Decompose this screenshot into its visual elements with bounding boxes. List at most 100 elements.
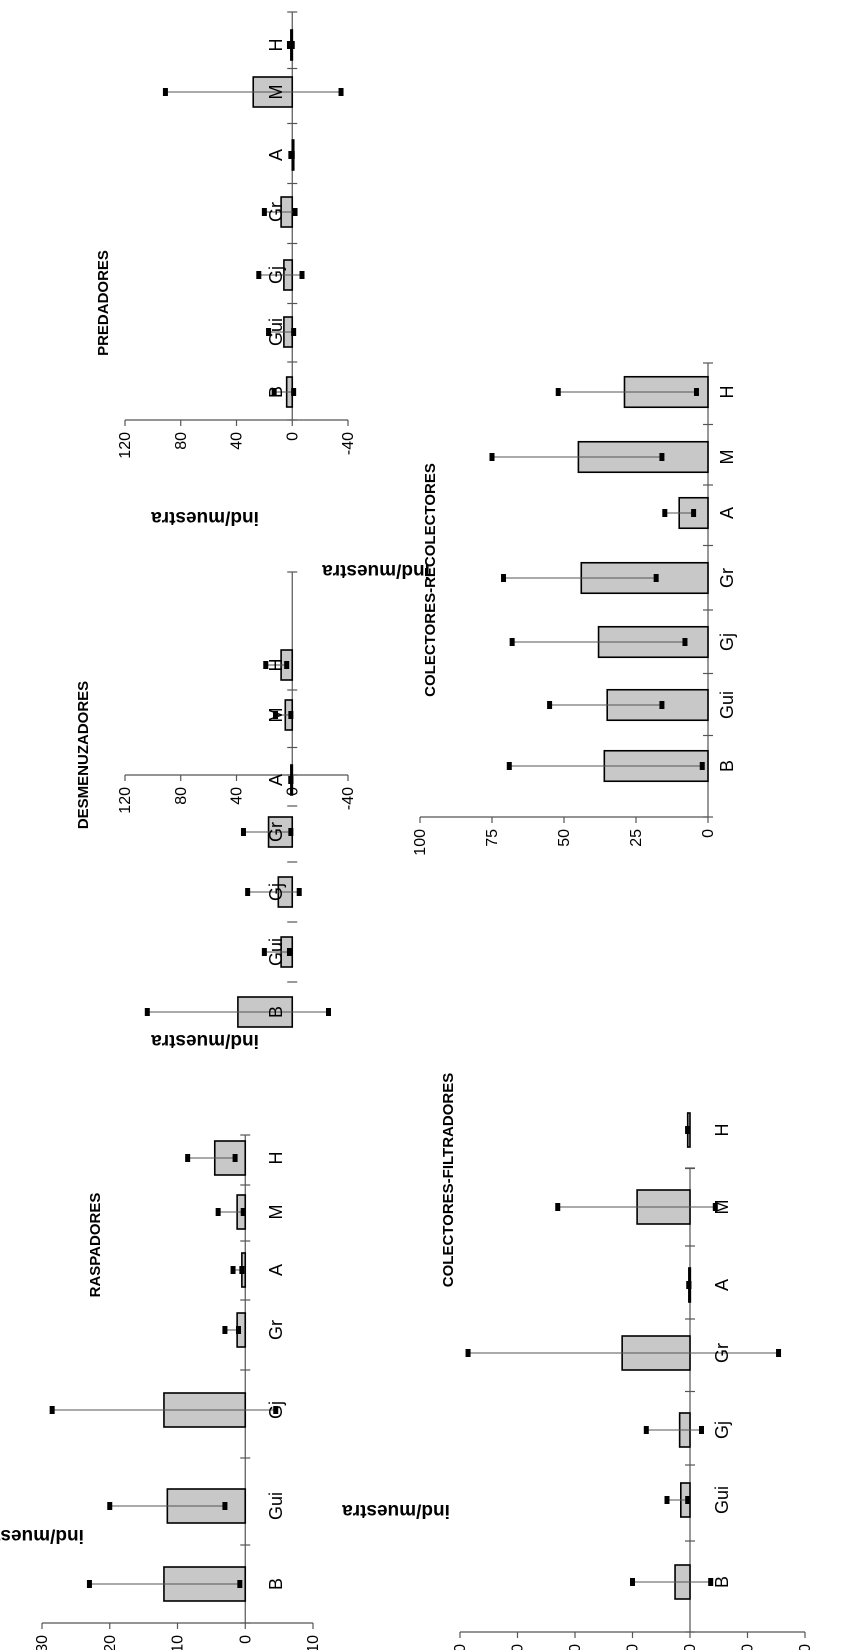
error-cap-lower	[289, 151, 295, 159]
error-cap-lower	[289, 41, 295, 49]
category-label: A	[266, 149, 286, 161]
value-tick-label: 100	[412, 829, 429, 856]
value-tick-label: 40	[229, 432, 246, 450]
category-label: H	[712, 1124, 732, 1137]
value-tick-label: 80	[173, 787, 190, 805]
error-cap-lower	[273, 1406, 279, 1414]
value-tick-label: 80	[173, 432, 190, 450]
error-cap-upper	[286, 41, 292, 49]
category-label: Gui	[712, 1486, 732, 1514]
value-tick-label: 75	[484, 829, 501, 847]
category-label: M	[717, 450, 737, 465]
error-cap-upper	[501, 574, 507, 582]
chart-colectores-filtradores: COLECTORES-FILTRADORES ind/muestra 200 15…	[342, 1073, 814, 1650]
category-label: Gr	[717, 568, 737, 588]
category-label: B	[266, 386, 286, 398]
value-tick-label: 50	[556, 829, 573, 847]
y-axis-label: ind/muestra	[0, 1525, 84, 1546]
error-cap-upper	[261, 208, 267, 216]
value-tick-label: 0	[284, 432, 301, 441]
category-label: Gui	[266, 938, 286, 966]
error-cap-lower	[232, 1154, 238, 1162]
error-cap-lower	[291, 388, 297, 396]
category-label: A	[712, 1279, 732, 1291]
error-cap-lower	[239, 1266, 245, 1274]
error-cap-lower	[682, 638, 688, 646]
error-cap-lower	[288, 828, 294, 836]
plot-area: 30 20 10 0 -10 B Gui Gj Gr A M H	[34, 1134, 322, 1650]
error-cap-upper	[465, 1349, 471, 1357]
category-label: B	[712, 1576, 732, 1588]
category-label: Gj	[712, 1421, 732, 1439]
error-cap-upper	[215, 1208, 221, 1216]
chart-raspadores: RASPADORES ind/muestra 30 20 10 0 -10 B Gui Gj G…	[0, 1134, 322, 1650]
error-cap-upper	[261, 948, 267, 956]
value-tick-label: 0	[700, 829, 717, 838]
category-label: H	[266, 39, 286, 52]
error-cap-upper	[86, 1580, 92, 1588]
chart-predadores: PREDADORES ind/muestra 120 80 40 0 -40 B Gui Gj…	[95, 11, 357, 528]
category-label: A	[717, 507, 737, 519]
error-cap-lower	[685, 1496, 691, 1504]
error-cap-lower	[237, 1580, 243, 1588]
value-tick-label: 120	[117, 787, 134, 814]
error-cap-upper	[555, 1203, 561, 1211]
error-cap-lower	[286, 948, 292, 956]
category-label: Gj	[717, 633, 737, 651]
plot-area: 100 75 50 25 0 B Gui Gj Gr A M H	[412, 362, 737, 856]
error-cap-lower	[288, 776, 294, 784]
category-label: B	[717, 760, 737, 772]
category-label: B	[266, 1578, 286, 1590]
error-cap-lower	[240, 1208, 246, 1216]
category-label: Gj	[266, 883, 286, 901]
category-label: Gui	[266, 318, 286, 346]
value-tick-label: 40	[229, 787, 246, 805]
error-cap-upper	[506, 762, 512, 770]
error-cap-lower	[659, 453, 665, 461]
category-label: H	[717, 386, 737, 399]
chart-title: COLECTORES-RECOLECTORES	[422, 463, 439, 697]
error-cap-lower	[776, 1349, 782, 1357]
chart-colectores-recolectores: COLECTORES-RECOLECTORES ind/muestra 100 7…	[322, 362, 737, 856]
value-tick-label: 200	[452, 1644, 469, 1650]
category-label: M	[266, 85, 286, 100]
category-label: M	[266, 1205, 286, 1220]
error-cap-upper	[245, 888, 251, 896]
value-tick-label: 120	[117, 432, 134, 459]
y-axis-label: ind/muestra	[151, 1030, 259, 1051]
chart-title: COLECTORES-FILTRADORES	[440, 1073, 457, 1287]
error-cap-upper	[547, 701, 553, 709]
category-label: M	[712, 1200, 732, 1215]
error-cap-lower	[222, 1502, 228, 1510]
error-cap-upper	[662, 509, 668, 517]
category-label: M	[266, 708, 286, 723]
error-cap-upper	[263, 661, 269, 669]
y-axis-label: ind/muestra	[151, 507, 259, 528]
error-cap-upper	[49, 1406, 55, 1414]
category-label: Gui	[717, 691, 737, 719]
error-cap-lower	[699, 1426, 704, 1434]
category-label: B	[266, 1006, 286, 1018]
value-tick-label: 150	[510, 1644, 527, 1650]
error-cap-upper	[256, 271, 262, 279]
category-label: Gj	[266, 266, 286, 284]
y-axis-label: ind/muestra	[342, 1500, 450, 1521]
error-cap-lower	[659, 701, 665, 709]
error-cap-lower	[288, 711, 294, 719]
category-label: H	[266, 1152, 286, 1165]
error-cap-lower	[284, 661, 290, 669]
category-label: A	[266, 1264, 286, 1276]
error-cap-upper	[643, 1426, 649, 1434]
value-tick-label: -10	[305, 1635, 322, 1650]
value-tick-label: -50	[740, 1644, 757, 1650]
value-tick-label: -40	[340, 787, 357, 810]
plot-area: 200 150 100 50 0 -50 -100 B Gui Gj Gr A M H	[452, 1112, 814, 1650]
error-cap-upper	[185, 1154, 191, 1162]
value-tick-label: 100	[567, 1644, 584, 1650]
error-cap-upper	[509, 638, 515, 646]
y-axis-label: ind/muestra	[322, 560, 430, 581]
error-cap-upper	[230, 1266, 236, 1274]
